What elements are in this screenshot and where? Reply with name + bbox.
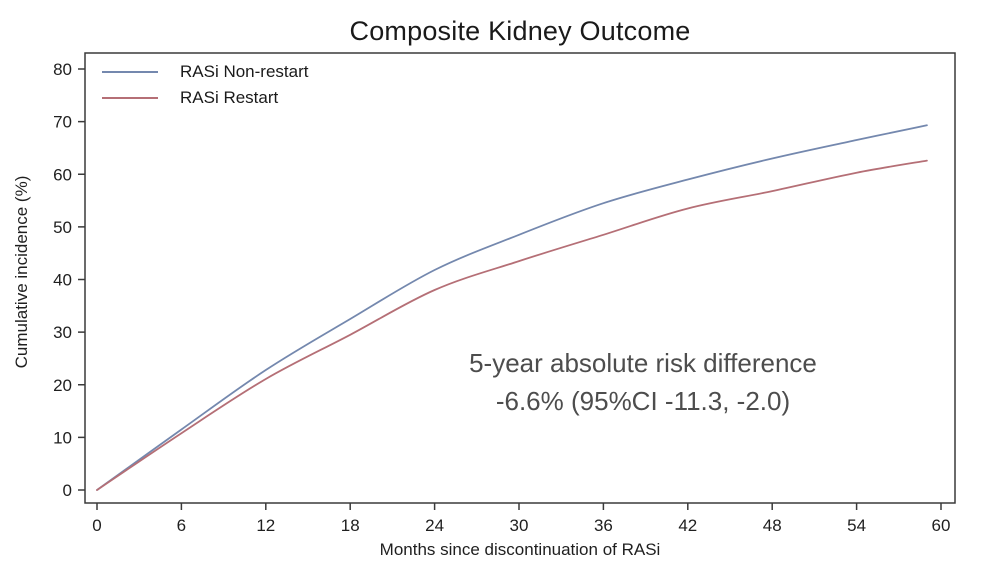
x-tick-label: 0 <box>92 516 101 535</box>
y-tick-label: 40 <box>53 271 72 290</box>
chart-title: Composite Kidney Outcome <box>349 16 691 46</box>
legend-label-restart: RASi Restart <box>180 88 279 107</box>
plot-border <box>84 52 956 504</box>
y-tick-label: 50 <box>53 218 72 237</box>
restart-line-swatch <box>102 97 158 99</box>
x-tick-label: 6 <box>177 516 186 535</box>
x-tick-label: 24 <box>425 516 444 535</box>
annotation-line-1: 5-year absolute risk difference <box>469 348 817 378</box>
x-tick-label: 54 <box>847 516 866 535</box>
series-line-1 <box>96 159 928 491</box>
x-tick-label: 18 <box>341 516 360 535</box>
x-tick-label: 42 <box>678 516 697 535</box>
y-tick-label: 30 <box>53 323 72 342</box>
x-tick-label: 30 <box>510 516 529 535</box>
series-line-0 <box>96 124 928 491</box>
x-tick-label: 60 <box>932 516 951 535</box>
x-tick-label: 48 <box>763 516 782 535</box>
y-tick-label: 0 <box>63 481 72 500</box>
legend-label-nonrestart: RASi Non-restart <box>180 62 309 81</box>
legend: RASi Non-restart RASi Restart <box>102 62 308 108</box>
legend-item-restart: RASi Restart <box>102 88 308 108</box>
x-tick-label: 36 <box>594 516 613 535</box>
nonrestart-line-swatch <box>102 71 158 73</box>
x-tick-label: 12 <box>256 516 275 535</box>
x-axis-label: Months since discontinuation of RASi <box>379 540 661 559</box>
y-tick-label: 70 <box>53 113 72 132</box>
y-tick-label: 10 <box>53 428 72 447</box>
y-tick-label: 60 <box>53 165 72 184</box>
y-tick-label: 80 <box>53 60 72 79</box>
annotation-line-2: -6.6% (95%CI -11.3, -2.0) <box>495 386 791 416</box>
y-tick-label: 20 <box>53 376 72 395</box>
risk-difference-annotation: 5-year absolute risk difference -6.6% (9… <box>343 344 943 420</box>
legend-item-nonrestart: RASi Non-restart <box>102 62 308 82</box>
